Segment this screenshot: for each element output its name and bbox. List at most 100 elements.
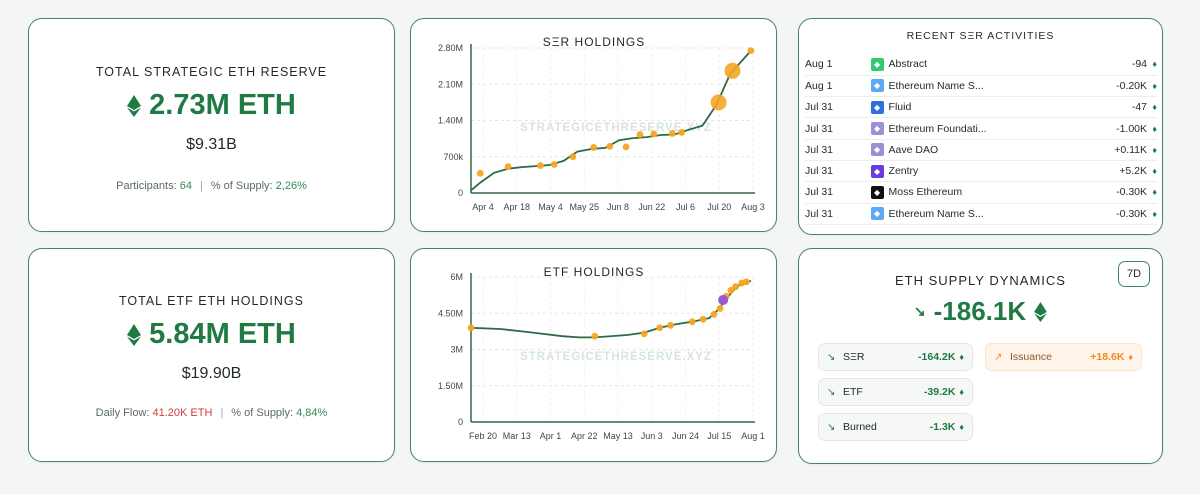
x-tick-label: Jun 24 [672, 431, 699, 441]
etf-supply-value: 4,84% [296, 407, 328, 419]
activity-row[interactable]: Jul 31 ◆ Zentry +5.2K ♦ [805, 160, 1157, 183]
ser-holdings-chart-card: SΞR HOLDINGS 2.80M 2.10M 1.40M 700k 0 Apr 4 Apr… [410, 18, 777, 232]
ethereum-icon: ♦ [1147, 117, 1157, 140]
data-point[interactable] [656, 324, 664, 332]
activity-name: Moss Ethereum [888, 181, 1096, 204]
data-point[interactable] [569, 153, 577, 161]
trend-down-icon: ↘ [913, 303, 926, 319]
x-tick-label: Jun 3 [641, 431, 663, 441]
data-point[interactable] [650, 130, 658, 138]
data-point[interactable] [606, 142, 614, 150]
moss-icon: ◆ [870, 185, 884, 199]
supply-item-issuance: ↗ Issuance +18.6K ♦ [985, 343, 1142, 371]
supply-item-burned: ↘ Burned -1.3K ♦ [818, 413, 973, 441]
data-point[interactable] [591, 332, 599, 340]
activity-name: Aave DAO [888, 139, 1096, 161]
activity-date: Aug 1 [805, 75, 871, 98]
activity-icon-cell: ◆ [870, 160, 889, 183]
y-tick-label: 2.10M [438, 79, 463, 89]
y-tick-label: 1.50M [438, 381, 463, 391]
data-point[interactable] [504, 163, 512, 170]
activity-row[interactable]: Jul 31 ◆ Fluid -47 ♦ [805, 96, 1157, 119]
activity-name: Fluid [888, 96, 1096, 119]
participants-info: Participants: 64 [116, 180, 192, 192]
x-tick-label: Jun 22 [638, 202, 665, 212]
data-point[interactable] [742, 278, 750, 286]
x-tick-label: Apr 1 [540, 431, 562, 441]
activity-row[interactable]: Aug 1 ◆ Abstract -94 ♦ [805, 54, 1157, 76]
data-point[interactable] [667, 321, 674, 329]
ethereum-icon: ♦ [959, 352, 964, 362]
activity-row[interactable]: Jul 31 ◆ Aave DAO +0.11K ♦ [805, 139, 1157, 161]
data-point[interactable] [724, 62, 741, 79]
activity-icon-cell: ◆ [870, 203, 889, 225]
activity-row[interactable]: Jul 31 ◆ Moss Ethereum -0.30K ♦ [805, 181, 1157, 204]
series-line [470, 50, 752, 192]
activity-row[interactable]: Jul 31 ◆ Ethereum Name S... -0.30K ♦ [805, 203, 1157, 225]
data-point[interactable] [747, 47, 755, 54]
data-point[interactable] [476, 169, 484, 177]
trend-down-icon: ↘ [827, 386, 836, 398]
chart-title: ETF HOLDINGS [544, 265, 645, 279]
separator: | [199, 180, 203, 192]
recent-activities-card: RECENT SΞR ACTIVITIES Aug 1 ◆ Abstract -94 ♦… [798, 18, 1163, 235]
data-point[interactable] [710, 94, 727, 111]
ser-reserve-label: TOTAL STRATEGIC ETH RESERVE [95, 65, 328, 79]
ens-icon: ◆ [870, 207, 884, 221]
activity-date: Jul 31 [805, 96, 871, 119]
activity-date: Jul 31 [805, 117, 871, 140]
ser-reserve-amount: 2.73M ETH [29, 89, 394, 122]
data-point[interactable] [699, 315, 707, 323]
daily-flow-label: Daily Flow: [95, 407, 150, 419]
activity-value: -94 [1095, 54, 1148, 76]
range-7d-button[interactable]: 7D [1118, 261, 1150, 287]
data-point[interactable] [636, 131, 644, 138]
supply-item-name: SΞR [843, 351, 865, 363]
data-point[interactable] [537, 162, 544, 169]
data-point[interactable] [688, 318, 696, 326]
data-point[interactable] [732, 283, 739, 291]
supply-net-value: -186.1K [933, 296, 1027, 326]
abstract-icon: ◆ [870, 57, 884, 71]
x-tick-label: Jul 15 [707, 431, 731, 441]
highlight-point[interactable] [718, 294, 729, 305]
ethereum-icon: ♦ [1147, 160, 1157, 183]
x-tick-label: Apr 18 [503, 202, 530, 212]
data-point[interactable] [727, 286, 735, 294]
x-tick-label: Jul 20 [707, 202, 731, 212]
supply-net-change: ↘ -186.1K [799, 296, 1162, 327]
activity-date: Jul 31 [805, 139, 871, 161]
activity-icon-cell: ◆ [870, 75, 889, 98]
activity-value: -0.30K [1095, 181, 1148, 204]
data-point[interactable] [716, 305, 724, 312]
ethereum-icon [1034, 301, 1047, 322]
supply-dynamics-title: ETH SUPPLY DYNAMICS [895, 273, 1066, 288]
activity-row[interactable]: Jul 31 ◆ Ethereum Foundati... -1.00K ♦ [805, 117, 1157, 140]
data-point[interactable] [710, 311, 718, 318]
activity-value: -0.30K [1095, 203, 1148, 225]
ser-supply-info: % of Supply: 2,26% [211, 180, 307, 192]
y-tick-label: 700k [443, 152, 463, 162]
data-point[interactable] [622, 143, 630, 151]
data-point[interactable] [467, 324, 475, 332]
data-point[interactable] [590, 144, 598, 151]
ethereum-icon: ♦ [959, 422, 964, 432]
etf-holdings-meta: Daily Flow: 41.20K ETH | % of Supply: 4,… [29, 407, 394, 419]
trend-down-icon: ↘ [827, 351, 836, 363]
etf-holdings-amount: 5.84M ETH [29, 318, 394, 351]
y-tick-label: 4.50M [438, 308, 463, 318]
activity-row[interactable]: Aug 1 ◆ Ethereum Name S... -0.20K ♦ [805, 75, 1157, 98]
supply-dynamics-card: ETH SUPPLY DYNAMICS 7D ↘ -186.1K ↘ SΞR -… [798, 248, 1163, 464]
x-tick-label: May 13 [603, 431, 633, 441]
data-point[interactable] [640, 330, 648, 338]
data-point[interactable] [550, 161, 558, 168]
ethereum-icon: ♦ [1147, 203, 1157, 225]
data-point[interactable] [668, 130, 676, 137]
ser-supply-value: 2,26% [275, 180, 307, 192]
participants-label: Participants: [116, 180, 177, 192]
data-point[interactable] [678, 129, 685, 136]
supply-item-name: ETF [843, 386, 863, 398]
activity-name: Zentry [888, 160, 1096, 183]
supply-item-etf: ↘ ETF -39.2K ♦ [818, 378, 973, 406]
activity-icon-cell: ◆ [870, 96, 889, 119]
